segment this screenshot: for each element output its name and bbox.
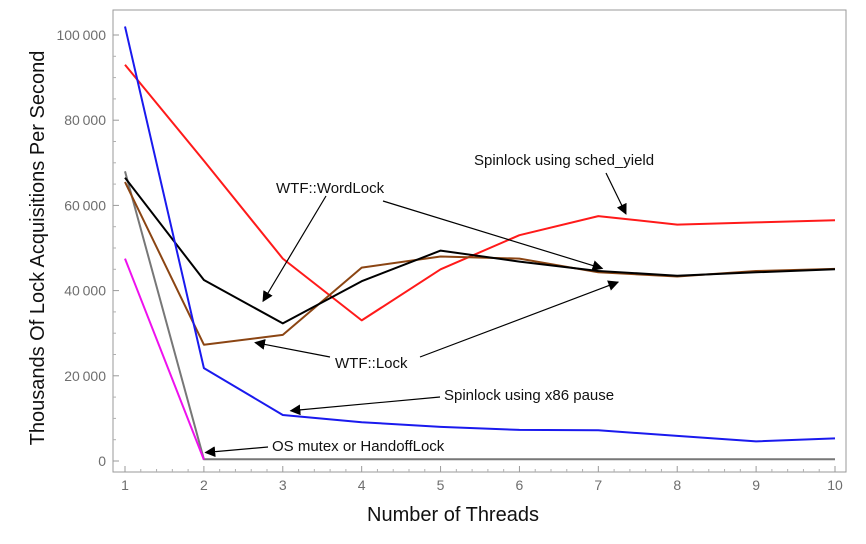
annotation-arrow bbox=[289, 396, 441, 416]
x-tick-label: 8 bbox=[673, 477, 681, 493]
annotation-sched-yield: Spinlock using sched_yield bbox=[474, 152, 654, 169]
annotation-arrow bbox=[382, 200, 604, 271]
y-tick-label: 0 bbox=[98, 453, 106, 469]
annotation-arrow bbox=[262, 195, 327, 303]
tick-labels: 0 20 000 40 000 60 000 80 000 100 000 1 2 3 4 5 6 7 8… bbox=[56, 27, 843, 493]
x-tick-label: 1 bbox=[121, 477, 129, 493]
annotation-arrow bbox=[254, 339, 331, 358]
series-line-3 bbox=[124, 181, 836, 346]
series-line-0 bbox=[124, 64, 836, 322]
y-tick-label: 80 000 bbox=[64, 112, 106, 128]
series-line-1 bbox=[124, 26, 836, 443]
annotation-os-mutex: OS mutex or HandoffLock bbox=[272, 438, 445, 455]
plot-frame bbox=[112, 9, 847, 473]
y-tick-label: 20 000 bbox=[64, 368, 106, 384]
x-tick-label: 4 bbox=[358, 477, 366, 493]
x-tick-label: 6 bbox=[516, 477, 524, 493]
series-line-5 bbox=[124, 171, 835, 461]
x-tick-label: 5 bbox=[437, 477, 445, 493]
annotation-wtf-lock: WTF::Lock bbox=[335, 355, 408, 372]
y-tick-label: 40 000 bbox=[64, 283, 106, 299]
x-tick-label: 7 bbox=[594, 477, 602, 493]
y-axis-title: Thousands Of Lock Acquisitions Per Secon… bbox=[27, 51, 49, 446]
x-axis-title: Number of Threads bbox=[367, 504, 539, 526]
x-tick-label: 9 bbox=[752, 477, 760, 493]
series-line-4 bbox=[124, 258, 205, 461]
annotation-arrow bbox=[204, 446, 269, 458]
series-line-2 bbox=[124, 177, 836, 325]
y-tick-label: 100 000 bbox=[56, 27, 106, 43]
series-layer bbox=[124, 26, 836, 461]
x-tick-label: 10 bbox=[827, 477, 843, 493]
x-tick-label: 2 bbox=[200, 477, 208, 493]
annotation-arrow bbox=[605, 172, 627, 215]
axis-ticks bbox=[113, 34, 836, 472]
annotation-x86-pause: Spinlock using x86 pause bbox=[444, 387, 614, 404]
annotation-layer bbox=[204, 172, 627, 458]
y-tick-label: 60 000 bbox=[64, 197, 106, 213]
annotation-arrow bbox=[419, 280, 620, 358]
annotation-wordlock: WTF::WordLock bbox=[276, 180, 385, 197]
x-tick-label: 3 bbox=[279, 477, 287, 493]
